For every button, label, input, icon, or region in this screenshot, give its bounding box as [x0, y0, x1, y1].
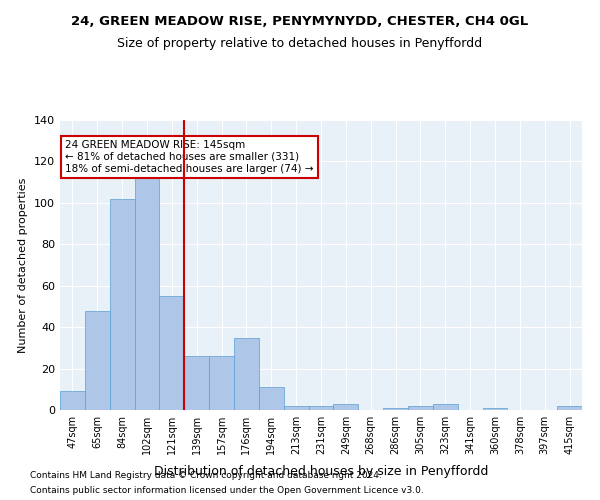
Bar	[184, 356, 209, 410]
Bar	[334, 404, 358, 410]
Bar	[259, 387, 284, 410]
Bar	[110, 198, 134, 410]
Bar	[134, 174, 160, 410]
Bar	[308, 406, 334, 410]
Bar	[433, 404, 458, 410]
Bar	[60, 392, 85, 410]
Y-axis label: Number of detached properties: Number of detached properties	[19, 178, 28, 352]
Bar	[408, 406, 433, 410]
Bar	[85, 310, 110, 410]
Bar	[209, 356, 234, 410]
Bar	[160, 296, 184, 410]
Text: 24, GREEN MEADOW RISE, PENYMYNYDD, CHESTER, CH4 0GL: 24, GREEN MEADOW RISE, PENYMYNYDD, CHEST…	[71, 15, 529, 28]
Text: Size of property relative to detached houses in Penyffordd: Size of property relative to detached ho…	[118, 38, 482, 51]
Text: 24 GREEN MEADOW RISE: 145sqm
← 81% of detached houses are smaller (331)
18% of s: 24 GREEN MEADOW RISE: 145sqm ← 81% of de…	[65, 140, 314, 173]
X-axis label: Distribution of detached houses by size in Penyffordd: Distribution of detached houses by size …	[154, 466, 488, 478]
Text: Contains HM Land Registry data © Crown copyright and database right 2024.: Contains HM Land Registry data © Crown c…	[30, 471, 382, 480]
Bar	[284, 406, 308, 410]
Bar	[482, 408, 508, 410]
Text: Contains public sector information licensed under the Open Government Licence v3: Contains public sector information licen…	[30, 486, 424, 495]
Bar	[557, 406, 582, 410]
Bar	[383, 408, 408, 410]
Bar	[234, 338, 259, 410]
